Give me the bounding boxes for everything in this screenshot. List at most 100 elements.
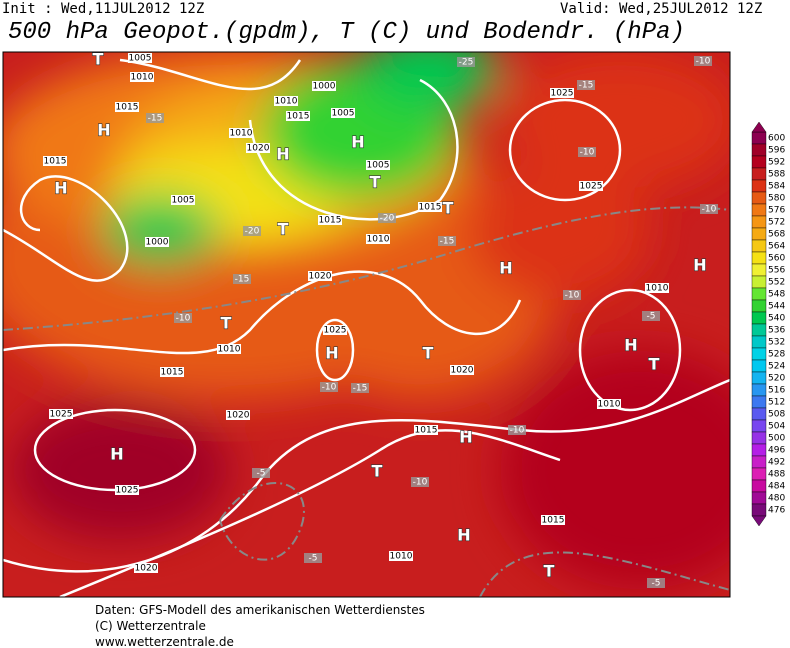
colorbar-swatch bbox=[751, 287, 767, 301]
pressure-center: H bbox=[276, 145, 289, 164]
colorbar-label: 592 bbox=[768, 158, 785, 168]
colorbar-label: 544 bbox=[768, 302, 785, 312]
colorbar-label: 596 bbox=[768, 146, 785, 156]
isobar-label-bg bbox=[130, 72, 154, 82]
temperature-label: -10 bbox=[176, 314, 191, 324]
pressure-center: H bbox=[499, 259, 512, 278]
colorbar-label: 588 bbox=[768, 170, 785, 180]
isobar-label-bg bbox=[318, 215, 342, 225]
temperature-label: -15 bbox=[148, 114, 163, 124]
temperature-label: -10 bbox=[702, 205, 717, 215]
isobar-label-bg bbox=[286, 111, 310, 121]
isobar-label-bg bbox=[366, 160, 390, 170]
pressure-center: T bbox=[278, 220, 289, 239]
temperature-label-bg bbox=[577, 80, 595, 90]
colorbar-swatch bbox=[751, 443, 767, 457]
isobar-label-bg bbox=[229, 128, 253, 138]
isobar-label-bg bbox=[43, 156, 67, 166]
pressure-center: T bbox=[544, 562, 555, 581]
colorbar-label: 488 bbox=[768, 470, 785, 480]
pressure-center: T bbox=[93, 50, 104, 69]
colorbar-label: 492 bbox=[768, 458, 785, 468]
temperature-label-bg bbox=[438, 236, 456, 246]
isobar-label: 1025 bbox=[580, 182, 603, 192]
footer-line: (C) Wetterzentrale bbox=[95, 619, 206, 633]
colorbar-label: 564 bbox=[768, 242, 785, 252]
isobar-label-bg bbox=[217, 344, 241, 354]
isobar-label-bg bbox=[115, 485, 139, 495]
temperature-label-bg bbox=[457, 57, 475, 67]
colorbar-swatch bbox=[751, 155, 767, 169]
isobar-label-bg bbox=[246, 143, 270, 153]
isobar-label: 1015 bbox=[116, 103, 139, 113]
isobar-label: 1015 bbox=[319, 216, 342, 226]
colorbar-swatch bbox=[751, 395, 767, 409]
colorbar-swatch bbox=[751, 131, 767, 145]
colorbar-swatch bbox=[751, 491, 767, 505]
isobar-label-bg bbox=[450, 365, 474, 375]
temperature-label-bg bbox=[563, 290, 581, 300]
temperature-label-bg bbox=[174, 313, 192, 323]
temperature-label: -10 bbox=[510, 426, 525, 436]
pressure-center: H bbox=[110, 445, 123, 464]
isobar-label: 1005 bbox=[129, 54, 152, 64]
temperature-label: -5 bbox=[652, 579, 661, 589]
colorbar-swatch bbox=[751, 203, 767, 217]
isobar-label-bg bbox=[312, 81, 336, 91]
colorbar-label: 480 bbox=[768, 494, 785, 504]
colorbar-swatch bbox=[751, 347, 767, 361]
isobar-label: 1020 bbox=[135, 564, 158, 574]
colorbar-end bbox=[751, 121, 767, 133]
isobar-label-bg bbox=[645, 283, 669, 293]
isobar-label-bg bbox=[541, 515, 565, 525]
isobar-label-bg bbox=[418, 202, 442, 212]
colorbar-label: 524 bbox=[768, 362, 785, 372]
isobars bbox=[3, 58, 730, 597]
pressure-center: T bbox=[372, 462, 383, 481]
isobar-label: 1020 bbox=[451, 366, 474, 376]
isobar-label: 1015 bbox=[161, 368, 184, 378]
temperature-label-bg bbox=[700, 204, 718, 214]
temperature-label-bg bbox=[694, 56, 712, 66]
colorbar-swatch bbox=[751, 383, 767, 397]
temperature-label: -15 bbox=[353, 384, 368, 394]
pressure-center: H bbox=[54, 179, 67, 198]
isobar-label-bg bbox=[366, 234, 390, 244]
colorbar-label: 580 bbox=[768, 194, 785, 204]
colorbar-label: 568 bbox=[768, 230, 785, 240]
colorbar-swatch bbox=[751, 407, 767, 421]
colorbar-label: 600 bbox=[768, 134, 785, 144]
temperature-label: -10 bbox=[696, 57, 711, 67]
temperature-label-bg bbox=[411, 477, 429, 487]
colorbar-end bbox=[751, 515, 767, 527]
colorbar-swatch bbox=[751, 419, 767, 433]
isobar-label-bg bbox=[414, 425, 438, 435]
colorbar-swatch bbox=[751, 215, 767, 229]
pressure-center: T bbox=[423, 344, 434, 363]
colorbar-label: 584 bbox=[768, 182, 785, 192]
temperature-label-bg bbox=[320, 382, 338, 392]
colorbar-label: 556 bbox=[768, 266, 785, 276]
isobar-label: 1010 bbox=[131, 73, 154, 83]
colorbar-swatch bbox=[751, 263, 767, 277]
temperature-label: -10 bbox=[322, 383, 337, 393]
temperature-label: -10 bbox=[565, 291, 580, 301]
temperature-label-bg bbox=[146, 113, 164, 123]
isobar-label-bg bbox=[160, 367, 184, 377]
colorbar-swatch bbox=[751, 143, 767, 157]
isobar-label: 1015 bbox=[542, 516, 565, 526]
isobar-label-bg bbox=[49, 409, 73, 419]
colorbar-swatch bbox=[751, 239, 767, 253]
temperature-label-bg bbox=[252, 468, 270, 478]
pressure-center: H bbox=[351, 133, 364, 152]
pressure-center: H bbox=[624, 336, 637, 355]
colorbar-swatch bbox=[751, 167, 767, 181]
colorbar-swatch bbox=[751, 467, 767, 481]
isobar-label: 1015 bbox=[415, 426, 438, 436]
isobar-label: 1020 bbox=[309, 272, 332, 282]
footer-line: Daten: GFS-Modell des amerikanischen Wet… bbox=[95, 603, 425, 617]
map-frame bbox=[2, 51, 731, 598]
map-area: 1005 1010 1015 1015 1005 1000 1010 1020 1010 1015… bbox=[3, 50, 730, 597]
isobar-label: 1015 bbox=[419, 203, 442, 213]
